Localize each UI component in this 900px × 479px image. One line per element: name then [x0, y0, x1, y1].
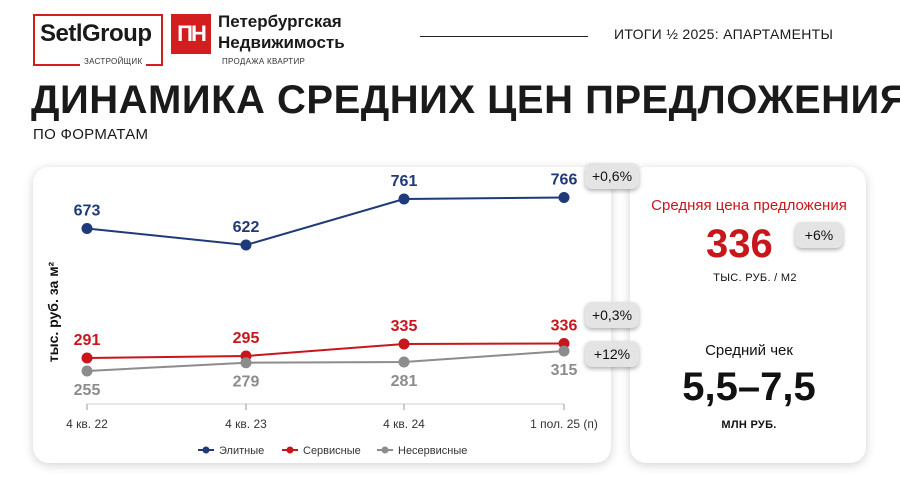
pn-logo-icon: ПН — [171, 14, 211, 54]
report-label: ИТОГИ ½ 2025: АПАРТАМЕНТЫ — [614, 26, 834, 42]
data-point — [240, 239, 252, 251]
summary-panel — [630, 167, 866, 463]
y-axis-label: тыс. руб. за м² — [45, 261, 61, 362]
elite-change-badge: +0,6% — [585, 163, 639, 189]
legend-label: Сервисные — [303, 445, 361, 457]
legend-marker — [381, 446, 389, 454]
service-change-badge: +0,3% — [585, 302, 639, 328]
avg-price-change-badge: +6% — [795, 222, 843, 248]
data-label: 295 — [233, 330, 260, 347]
data-point — [558, 192, 570, 203]
data-label: 622 — [233, 219, 260, 236]
pn-logo-name-line2: Недвижимость — [218, 33, 345, 52]
data-label: 766 — [551, 172, 578, 189]
pn-logo-name-line1: Петербургская — [218, 12, 342, 31]
data-point — [558, 345, 570, 357]
legend-marker — [286, 446, 294, 454]
series-line-1 — [86, 342, 565, 359]
data-point — [81, 223, 93, 234]
data-label: 673 — [74, 203, 101, 220]
data-label: 315 — [551, 362, 578, 379]
data-point — [81, 352, 93, 364]
page-title: ДИНАМИКА СРЕДНИХ ЦЕН ПРЕДЛОЖЕНИЯ — [31, 78, 900, 122]
series-line-2 — [86, 350, 565, 372]
x-tick-label: 4 кв. 23 — [225, 417, 267, 431]
avg-price-value: 336 — [706, 222, 773, 266]
avg-price-unit: ТЫС. РУБ. / М2 — [713, 272, 797, 284]
data-point — [81, 365, 93, 377]
header-divider — [420, 36, 588, 37]
data-label: 291 — [74, 332, 101, 349]
series-line-0 — [86, 196, 565, 247]
avg-check-value: 5,5–7,5 — [682, 365, 816, 409]
nonservice-change-badge: +12% — [585, 341, 639, 367]
setl-group-logo: SetlGroup — [40, 20, 152, 47]
page-subtitle: ПО ФОРМАТАМ — [33, 126, 149, 143]
setl-logo-caption: ЗАСТРОЙЩИК — [80, 57, 147, 66]
avg-check-unit: МЛН РУБ. — [721, 419, 777, 431]
data-point — [398, 338, 410, 350]
data-point — [398, 356, 410, 368]
legend-marker — [202, 446, 210, 454]
avg-check-label: Средний чек — [705, 342, 793, 359]
avg-price-label: Средняя цена предложения — [651, 197, 847, 214]
data-label: 336 — [551, 318, 578, 335]
data-label: 281 — [391, 373, 418, 390]
data-label: 279 — [233, 374, 260, 391]
chart-panel — [33, 167, 611, 463]
x-tick-label: 4 кв. 22 — [66, 417, 108, 431]
pn-logo-caption: ПРОДАЖА КВАРТИР — [222, 57, 306, 66]
data-label: 761 — [391, 173, 418, 190]
data-point — [240, 357, 252, 369]
legend-label: Несервисные — [398, 445, 467, 457]
x-tick-label: 4 кв. 24 — [383, 417, 425, 431]
data-point — [398, 193, 410, 205]
data-label: 255 — [74, 382, 101, 399]
data-label: 335 — [391, 318, 418, 335]
legend-label: Элитные — [219, 445, 264, 457]
x-tick-label: 1 пол. 25 (п) — [530, 417, 598, 431]
